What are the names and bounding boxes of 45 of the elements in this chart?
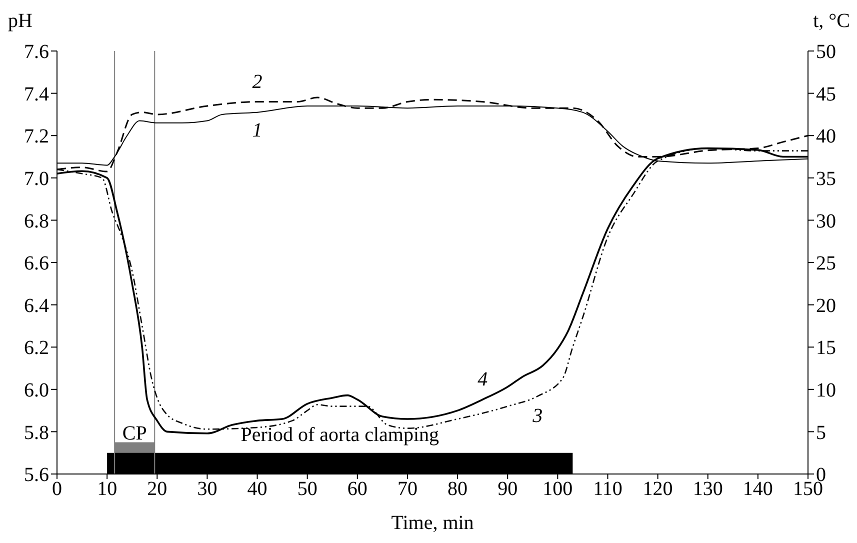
- x-tick-label: 30: [197, 478, 218, 500]
- x-tick-label: 80: [448, 478, 468, 500]
- x-tick-label: 20: [147, 478, 168, 500]
- y2-tick-label: 20: [816, 294, 836, 317]
- y-tick-label: 6.2: [24, 337, 49, 360]
- x-tick-label: 100: [542, 478, 573, 500]
- series-label: 3: [532, 405, 543, 428]
- series-label: 4: [478, 368, 488, 391]
- y2-tick-label: 50: [816, 41, 836, 64]
- y-tick-label: 7.0: [24, 168, 49, 190]
- y-tick-label: 6.6: [24, 252, 49, 275]
- x-axis-title: Time, min: [391, 512, 474, 534]
- y-tick-label: 7.4: [24, 83, 49, 106]
- y-tick-label: 5.8: [24, 422, 49, 444]
- y2-tick-label: 45: [816, 83, 836, 106]
- y-axis-title: pH: [8, 10, 32, 32]
- series-label: 2: [252, 70, 262, 93]
- y-tick-label: 5.6: [24, 464, 49, 486]
- x-tick-label: 130: [692, 478, 723, 500]
- y2-tick-label: 25: [816, 252, 836, 275]
- series-label: 1: [252, 119, 262, 142]
- x-tick-label: 70: [397, 478, 418, 500]
- x-tick-label: 90: [498, 478, 518, 500]
- x-tick-label: 120: [642, 478, 673, 500]
- y-tick-label: 7.2: [24, 126, 49, 148]
- x-tick-label: 0: [52, 478, 62, 500]
- x-tick-label: 60: [347, 478, 368, 500]
- x-tick-label: 50: [297, 478, 318, 500]
- x-tick-label: 110: [593, 478, 622, 500]
- y2-tick-label: 30: [816, 210, 836, 232]
- y2-tick-label: 35: [816, 168, 836, 190]
- y-tick-label: 7.6: [24, 41, 49, 64]
- x-tick-label: 40: [247, 478, 268, 500]
- y2-tick-label: 10: [816, 380, 836, 402]
- y2-axis-title: t, °C: [813, 10, 850, 32]
- y2-tick-label: 15: [816, 337, 836, 360]
- y2-tick-label: 40: [816, 126, 836, 148]
- x-tick-label: 10: [97, 478, 118, 500]
- y-tick-label: 6.8: [24, 210, 49, 232]
- x-tick-label: 140: [742, 478, 773, 500]
- band-label: CP: [122, 422, 147, 444]
- y-tick-label: 6.4: [24, 294, 49, 317]
- y2-tick-label: 5: [816, 422, 826, 444]
- band-label: Period of aorta clamping: [240, 424, 440, 446]
- y-tick-label: 6.0: [24, 380, 49, 402]
